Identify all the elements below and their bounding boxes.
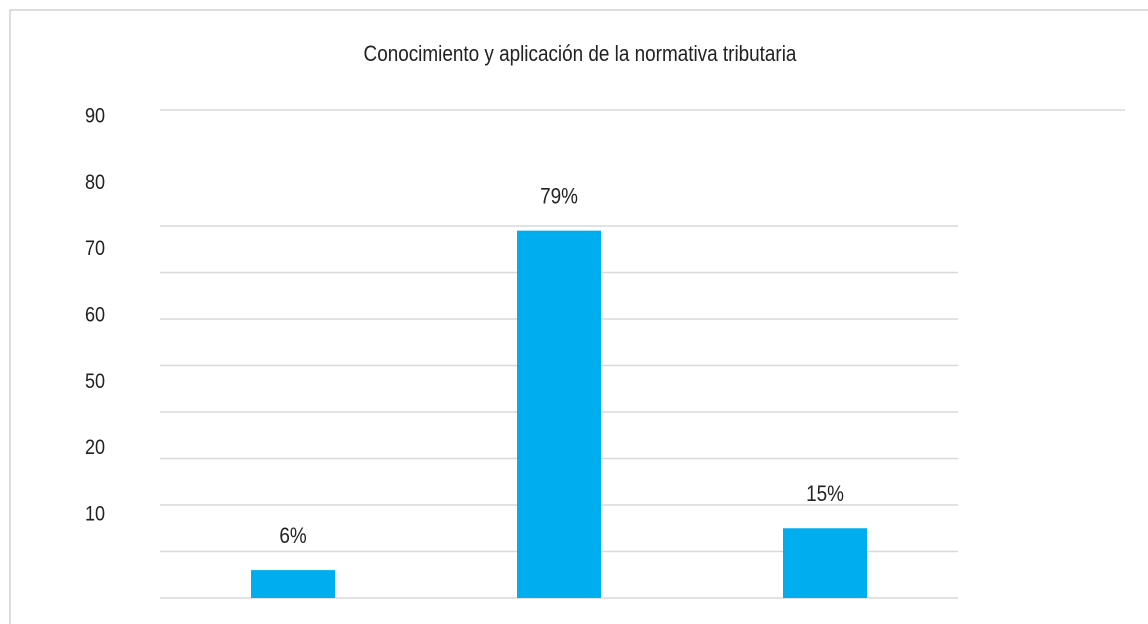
chart-frame xyxy=(9,9,1148,624)
bar xyxy=(783,528,867,598)
data-label: 6% xyxy=(279,524,306,549)
y-tick-label: 80 xyxy=(85,171,105,195)
y-tick-label: 10 xyxy=(85,502,105,526)
y-tick-label: 20 xyxy=(85,436,105,460)
y-tick-label: 50 xyxy=(85,370,105,394)
bar xyxy=(517,230,601,598)
chart-title: Conocimiento y aplicación de la normativ… xyxy=(364,42,797,67)
data-label: 79% xyxy=(540,184,578,209)
y-tick-label: 60 xyxy=(85,303,105,327)
data-label: 15% xyxy=(806,482,844,507)
y-tick-label: 70 xyxy=(85,237,105,261)
bar xyxy=(251,570,335,598)
y-tick-label: 90 xyxy=(85,104,105,128)
